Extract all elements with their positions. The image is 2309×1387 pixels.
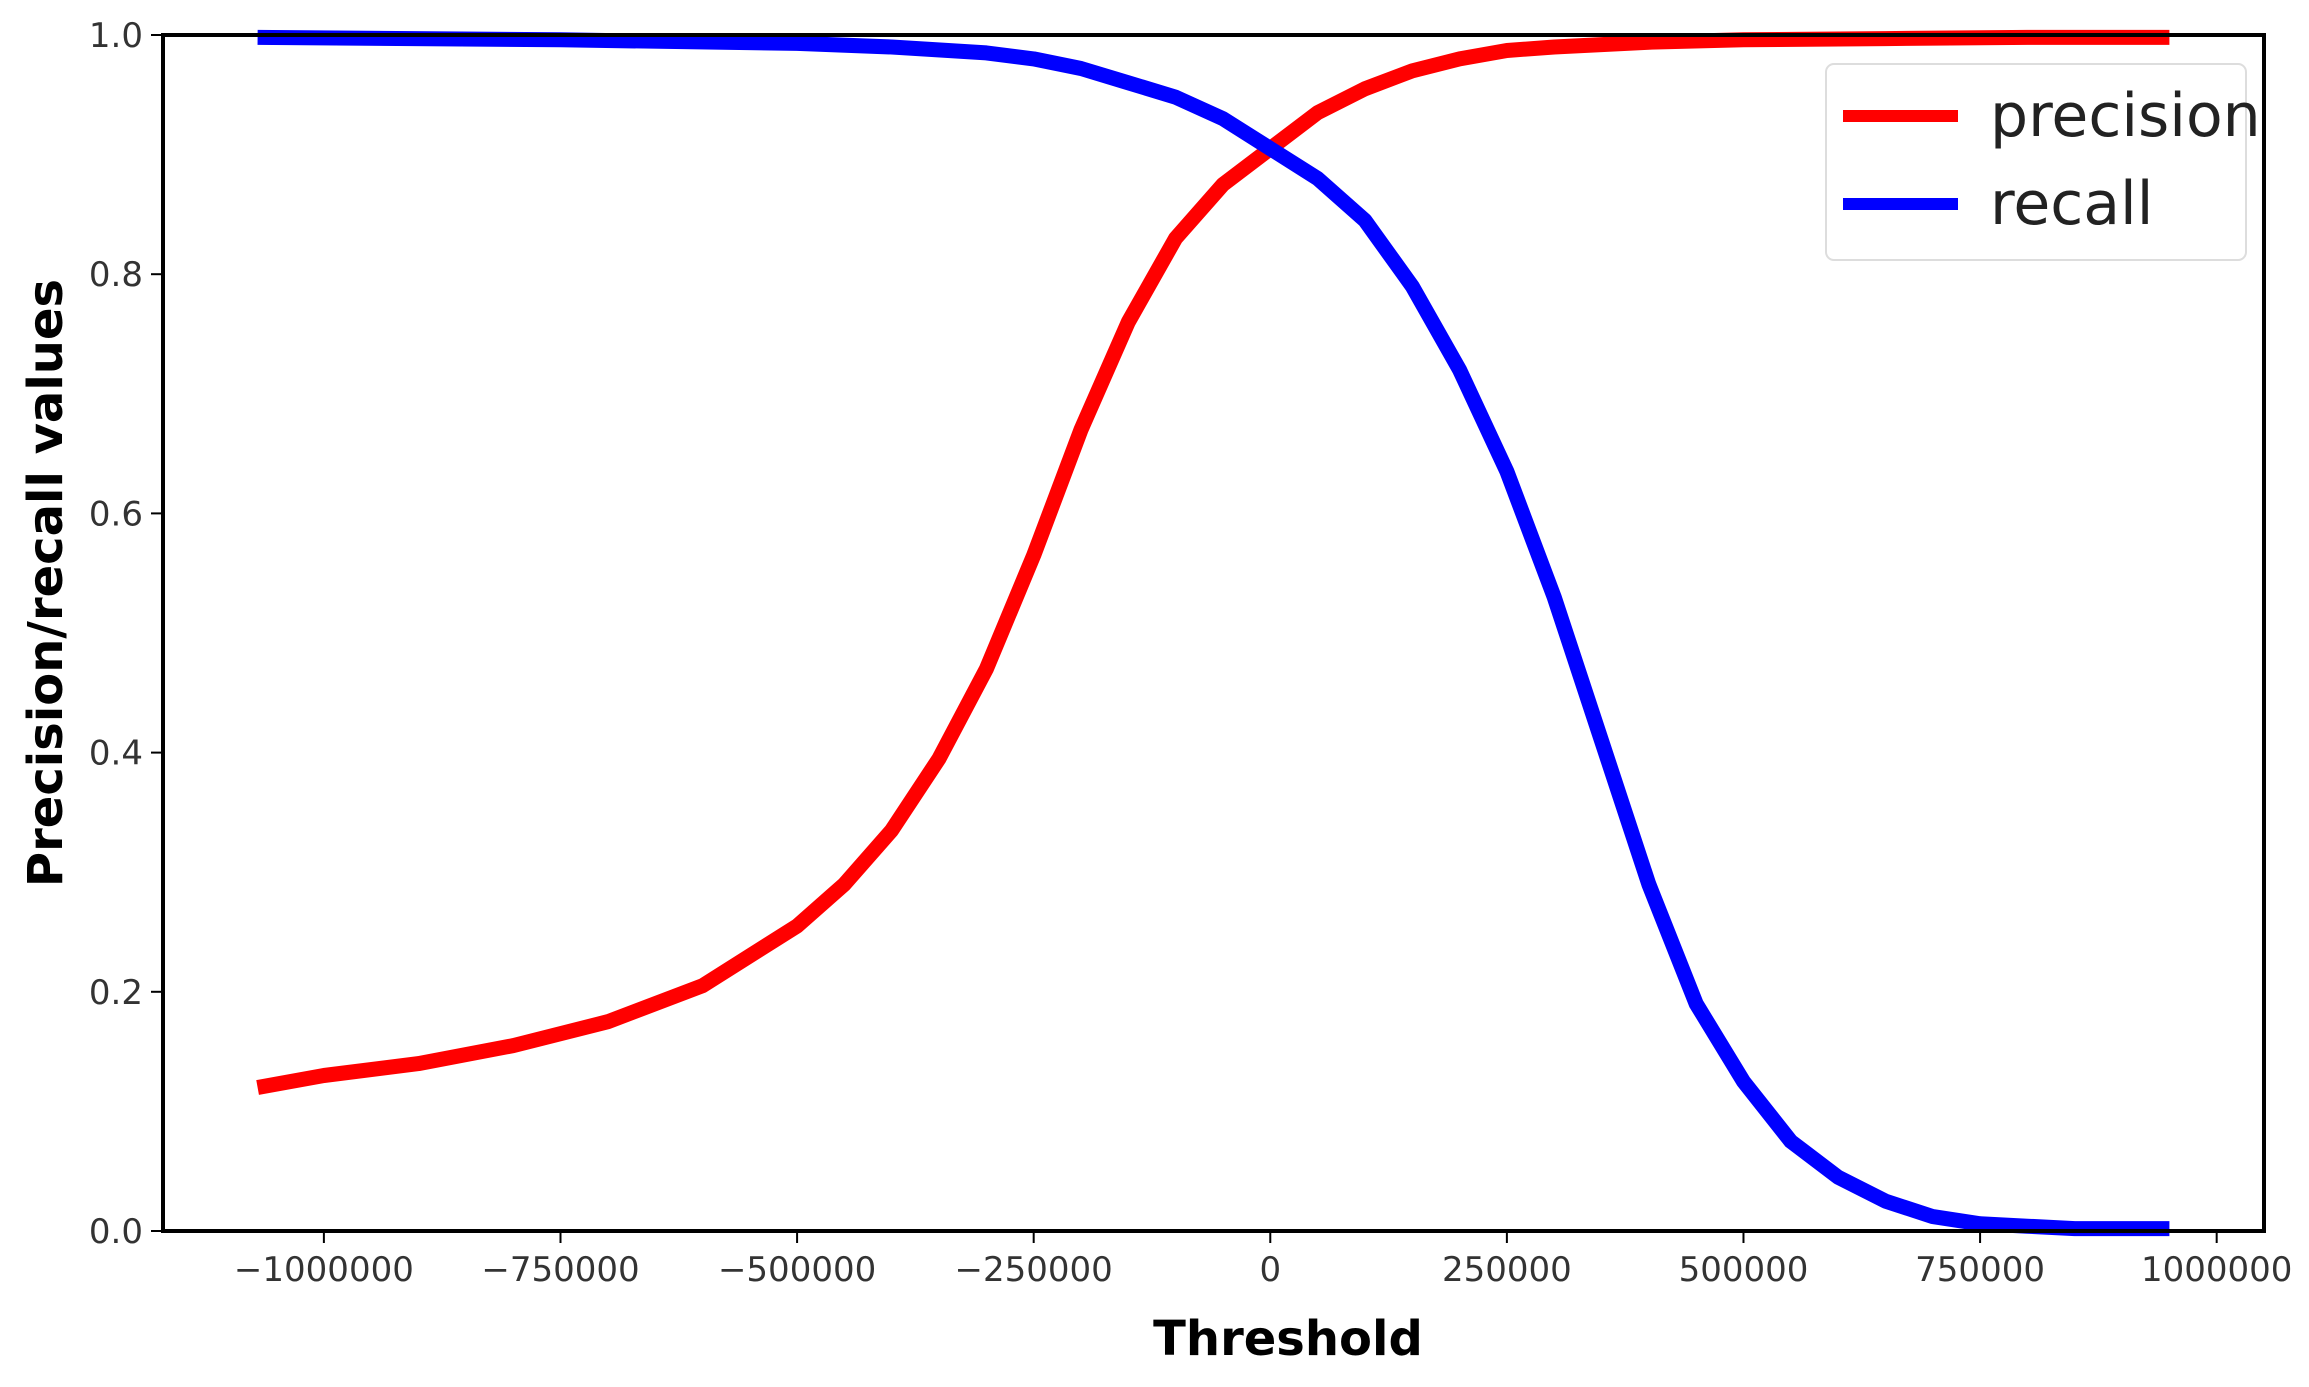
- x-tick-label: 500000: [1679, 1250, 1809, 1290]
- y-axis-label: Precision/recall values: [18, 279, 74, 887]
- y-tick-label: 0.0: [89, 1212, 143, 1252]
- series-layer: [256, 29, 2170, 1237]
- x-tick-label: −750000: [481, 1250, 639, 1290]
- x-tick-label: −500000: [718, 1250, 876, 1290]
- x-tick-label: 0: [1259, 1250, 1281, 1290]
- x-tick-label: −250000: [955, 1250, 1113, 1290]
- y-axis-ticks: 0.0 0.2 0.4 0.6 0.8 1.0: [89, 16, 163, 1252]
- plot-frame: [161, 33, 2266, 1233]
- x-tick-label: 1000000: [2141, 1250, 2292, 1290]
- y-tick-label: 0.2: [89, 973, 143, 1013]
- legend: precision recall: [1825, 63, 2261, 261]
- x-axis-label: Threshold: [1153, 1311, 1423, 1367]
- x-tick-label: −1000000: [234, 1250, 414, 1290]
- series-line-recall: [257, 29, 2170, 1237]
- y-tick-label: 1.0: [89, 16, 143, 56]
- y-tick-label: 0.8: [89, 255, 143, 295]
- x-axis-ticks: −1000000 −750000 −500000 −250000 0 250000 5000…: [234, 1231, 2292, 1290]
- series-line-precision: [256, 29, 2170, 1095]
- x-tick-label: 250000: [1442, 1250, 1572, 1290]
- legend-label-precision: precision: [1990, 81, 2261, 151]
- y-tick-label: 0.4: [89, 734, 143, 774]
- y-tick-label: 0.6: [89, 494, 143, 534]
- x-tick-label: 750000: [1915, 1250, 2045, 1290]
- legend-label-recall: recall: [1990, 169, 2153, 239]
